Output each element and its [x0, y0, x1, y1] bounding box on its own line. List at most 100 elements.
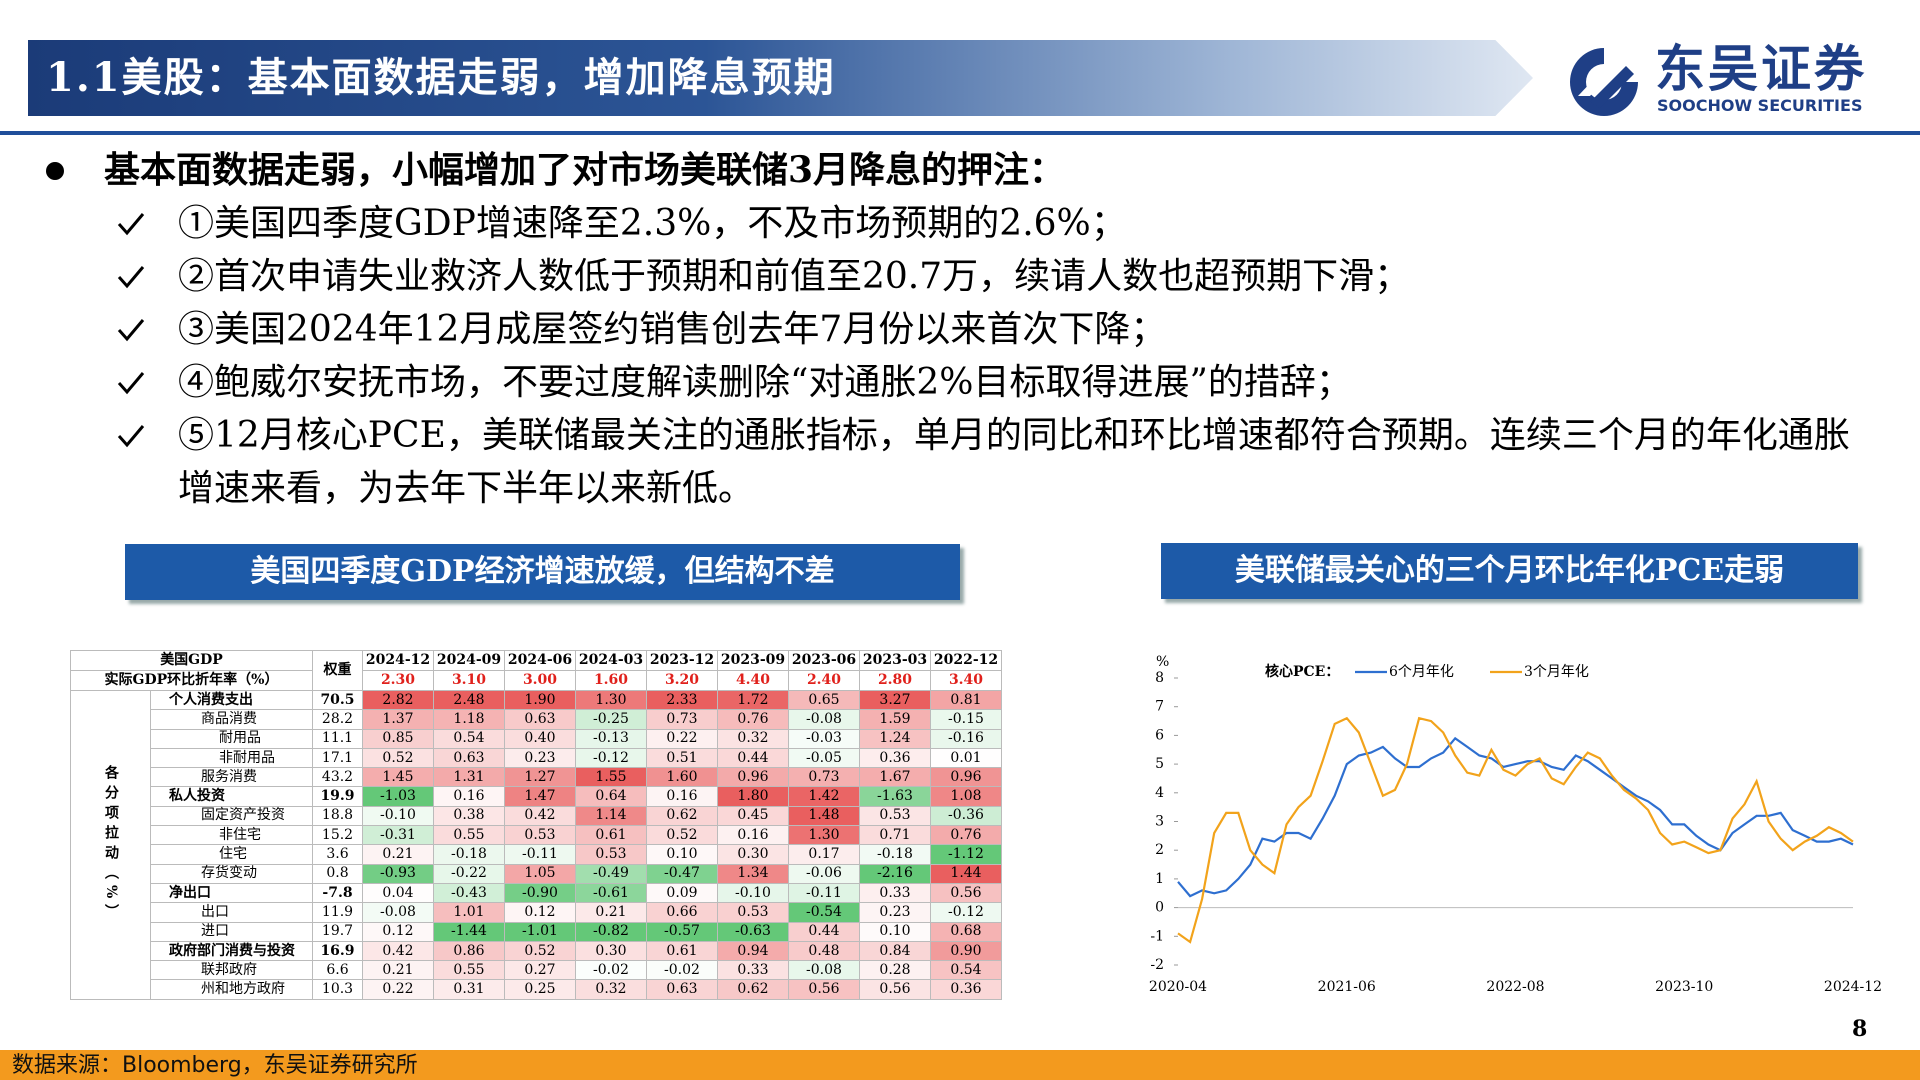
value-cell: 0.01 [930, 747, 1002, 769]
y-tick-label: 4 [1155, 785, 1164, 801]
value-cell: 0.44 [717, 747, 789, 769]
value-cell: 0.30 [717, 844, 789, 865]
value-cell: 0.56 [859, 979, 931, 1000]
value-cell: 0.42 [504, 805, 576, 827]
value-cell: -0.12 [930, 902, 1002, 923]
value-cell: 1.37 [362, 709, 434, 730]
value-cell: -0.11 [504, 844, 576, 865]
value-cell: 0.32 [717, 728, 789, 749]
value-cell: -0.47 [646, 863, 718, 884]
value-cell: 1.90 [504, 689, 576, 711]
y-tick-label: 1 [1155, 871, 1164, 887]
row-label: 存货变动 [150, 863, 313, 884]
check-text: ④鲍威尔安抚市场，不要过度解读删除“对通胀2%目标取得进展”的措辞； [178, 362, 1352, 403]
check-item: ①美国四季度GDP增速降至2.3%，不及市场预期的2.6%； [116, 197, 1876, 250]
value-cell: 0.61 [646, 940, 718, 962]
value-cell: -0.25 [575, 709, 647, 730]
value-cell: -2.16 [859, 863, 931, 884]
row-label: 政府部门消费与投资 [150, 940, 313, 962]
value-cell: 0.54 [433, 728, 505, 749]
table-row: 非住宅 15.2 -0.31 0.55 0.53 0.61 0.52 0.16 1.30 0.71… [71, 825, 1002, 846]
row-label: 耐用品 [150, 728, 313, 749]
value-cell: 0.21 [362, 844, 434, 865]
value-cell: -0.12 [575, 747, 647, 769]
table-row: 州和地方政府 10.3 0.22 0.31 0.25 0.32 0.63 0.62 0.56 0.… [71, 979, 1002, 1000]
y-tick-label: -2 [1150, 957, 1164, 973]
value-cell: 0.27 [504, 960, 576, 981]
header-row: 美国GDP 权重 2024-12 2024-09 2024-06 2024-03 2023-… [70, 650, 1002, 691]
chart: % -2 -1 0 1 2 3 4 5 6 7 8 2020-04 2021-06 2022-08 2023-… [1149, 654, 1882, 995]
row-label: 服务消费 [150, 767, 313, 788]
series-line [1177, 736, 1854, 898]
value-cell: 0.52 [362, 747, 434, 769]
value-cell: 1.45 [362, 767, 434, 788]
row-label: 净出口 [150, 882, 313, 904]
value-cell: 0.23 [859, 902, 931, 923]
weight: 3.6 [312, 844, 363, 865]
gdp-value: 3.20 [646, 670, 718, 691]
value-cell: 0.31 [433, 979, 505, 1000]
table-row: 存货变动 0.8 -0.93 -0.22 1.05 -0.49 -0.47 1.34 -0.06… [71, 863, 1002, 884]
corner-cell: 实际GDP环比折年率（%） [70, 670, 313, 691]
gdp-value: 3.10 [433, 670, 505, 691]
value-cell: -0.31 [362, 825, 434, 846]
period-header: 2023-09 [717, 650, 789, 671]
value-cell: 0.10 [646, 844, 718, 865]
source-note: 数据来源：Bloomberg，东吴证券研究所 [12, 1053, 418, 1078]
value-cell: -0.90 [504, 882, 576, 904]
x-tick-label: 2023-10 [1655, 979, 1713, 995]
value-cell: 0.96 [717, 767, 789, 788]
table-row: 住宅 3.6 0.21 -0.18 -0.11 0.53 0.10 0.30 0.17 -0.18… [71, 844, 1002, 865]
weight: 43.2 [312, 767, 363, 788]
value-cell: 0.32 [575, 979, 647, 1000]
value-cell: 1.31 [433, 767, 505, 788]
header-rule [0, 131, 1920, 135]
footer-bar [0, 1050, 1920, 1080]
side-label: 各分项拉动（%） [70, 690, 151, 1000]
table-row: 进口 19.7 0.12 -1.44 -1.01 -0.82 -0.57 -0.63 0.44 0… [71, 921, 1002, 942]
value-cell: 0.23 [504, 747, 576, 769]
weight: 19.7 [312, 921, 363, 942]
value-cell: 1.60 [646, 767, 718, 788]
value-cell: 0.52 [504, 940, 576, 962]
value-cell: 0.10 [859, 921, 931, 942]
value-cell: 1.55 [575, 767, 647, 788]
value-cell: 0.56 [788, 979, 860, 1000]
value-cell: 2.82 [362, 689, 434, 711]
value-cell: -0.13 [575, 728, 647, 749]
value-cell: 1.30 [788, 825, 860, 846]
gdp-value: 2.40 [788, 670, 860, 691]
value-cell: -0.18 [859, 844, 931, 865]
check-path [117, 213, 145, 236]
value-cell: 1.44 [930, 863, 1002, 884]
weight: 70.5 [312, 689, 363, 711]
value-cell: 0.71 [859, 825, 931, 846]
value-cell: 0.56 [930, 882, 1002, 904]
period-header: 2023-12 [646, 650, 718, 671]
value-cell: -0.82 [575, 921, 647, 942]
value-cell: -0.93 [362, 863, 434, 884]
value-cell: 3.27 [859, 689, 931, 711]
period-header: 2024-06 [504, 650, 576, 671]
value-cell: 0.22 [362, 979, 434, 1000]
gdp-value: 3.40 [930, 670, 1002, 691]
value-cell: 0.53 [504, 825, 576, 846]
value-cell: -1.01 [504, 921, 576, 942]
value-cell: -0.57 [646, 921, 718, 942]
value-cell: 0.33 [859, 882, 931, 904]
weight: 10.3 [312, 979, 363, 1000]
weight: 15.2 [312, 825, 363, 846]
y-tick-label: 7 [1155, 699, 1164, 715]
main-bullet: 基本面数据走弱，小幅增加了对市场美联储3月降息的押注： [104, 149, 1066, 191]
header-row: 实际GDP环比折年率（%） 2.30 3.10 3.00 1.60 3.20 4.40 2.4… [70, 670, 1002, 691]
value-cell: -0.08 [362, 902, 434, 923]
y-axis-label: % [1156, 654, 1169, 670]
value-cell: -0.05 [788, 747, 860, 769]
table-row: 政府部门消费与投资 16.9 0.42 0.86 0.52 0.30 0.61 0.94 0.4… [71, 940, 1002, 962]
y-tick-label: 5 [1155, 756, 1164, 772]
value-cell: -0.36 [930, 805, 1002, 827]
check-path [117, 425, 145, 448]
value-cell: 1.05 [504, 863, 576, 884]
gdp-table: 美国GDP 权重 2024-12 2024-09 2024-06 2024-03 2023-… [70, 650, 1002, 1000]
